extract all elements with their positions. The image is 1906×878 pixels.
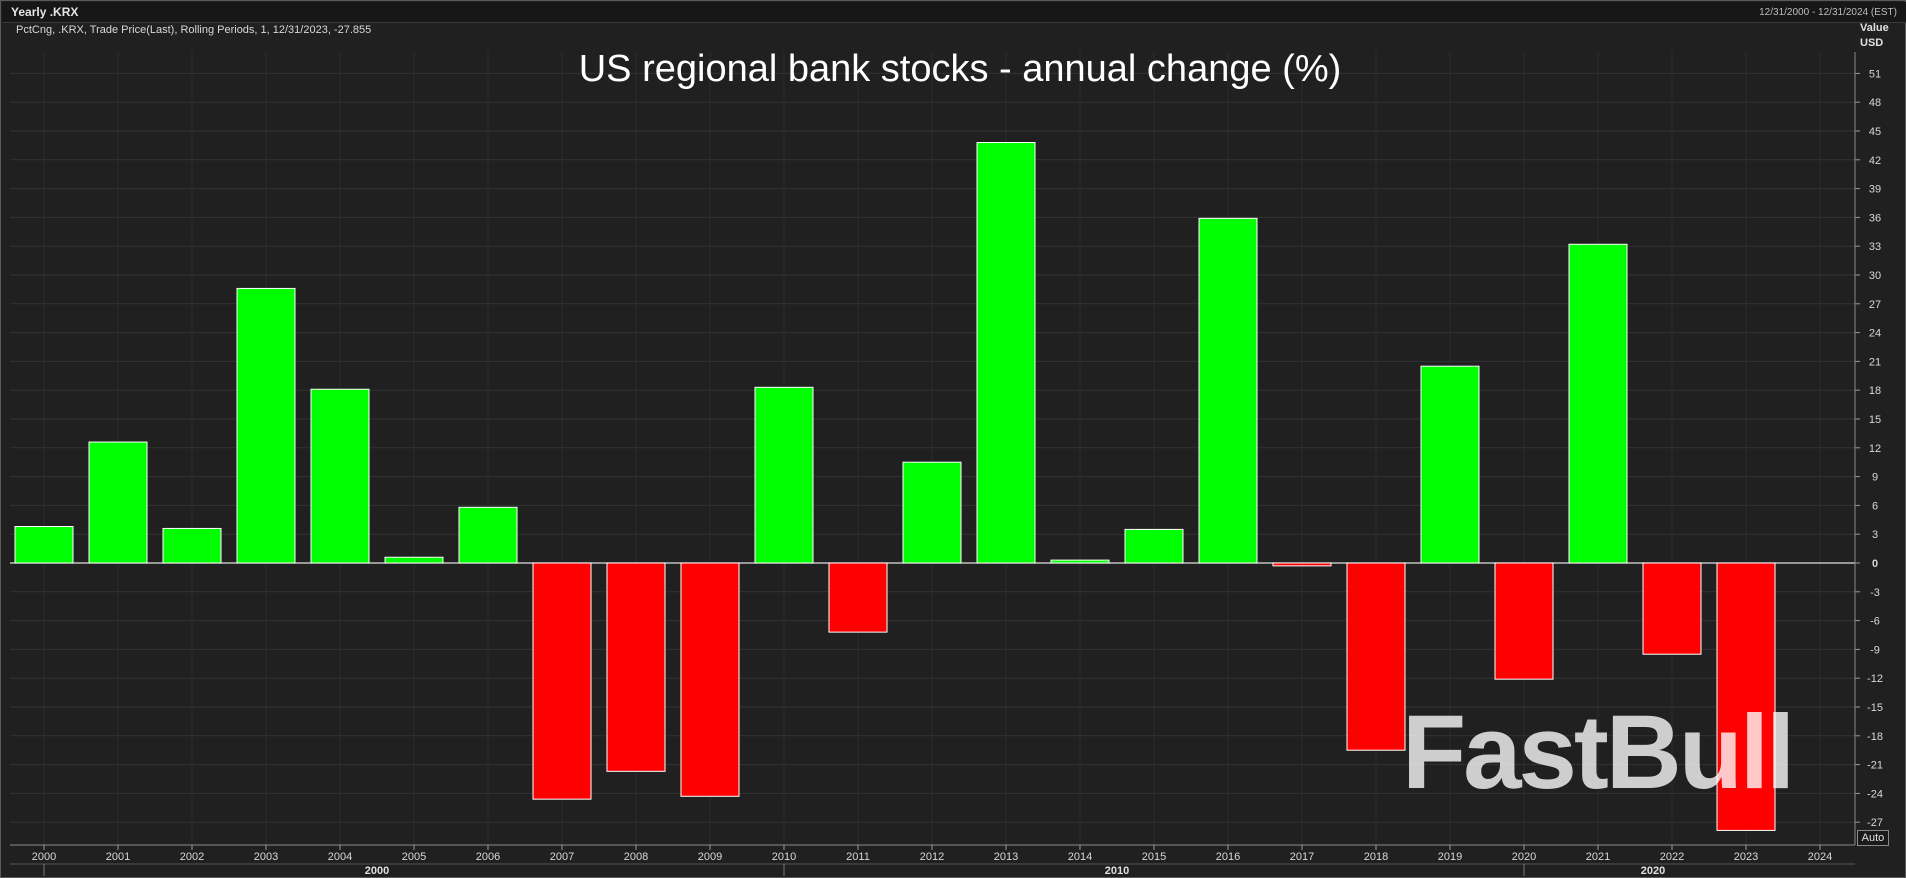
x-tick-label: 2017 xyxy=(1290,851,1314,863)
y-tick-label: -9 xyxy=(1870,644,1880,656)
date-range: 12/31/2000 - 12/31/2024 (EST) xyxy=(1759,7,1897,18)
y-tick-label: 3 xyxy=(1872,529,1878,541)
x-tick-label: 2008 xyxy=(624,851,648,863)
y-tick-label: 6 xyxy=(1872,500,1878,512)
y-tick-label: -21 xyxy=(1867,760,1883,772)
bar-2016 xyxy=(1198,217,1258,564)
y-axis-currency: USD xyxy=(1860,37,1884,49)
bar-2000 xyxy=(14,526,74,564)
x-tick-label: 2002 xyxy=(180,851,204,863)
bar-2017 xyxy=(1272,562,1332,567)
y-tick-label: -15 xyxy=(1867,702,1883,714)
y-tick-label: 12 xyxy=(1869,443,1881,455)
x-tick-label: 2021 xyxy=(1586,851,1610,863)
bar-2006 xyxy=(458,506,518,564)
y-tick-label: 45 xyxy=(1869,126,1881,138)
bar-2015 xyxy=(1124,528,1184,564)
x-tick-label: 2016 xyxy=(1216,851,1240,863)
x-tick-label: 2006 xyxy=(476,851,500,863)
y-axis-label: Value xyxy=(1860,22,1889,34)
bar-2002 xyxy=(162,527,222,564)
y-tick-label: -24 xyxy=(1867,788,1883,800)
bar-2014 xyxy=(1050,559,1110,564)
x-tick-label: 2011 xyxy=(846,851,870,863)
x-tick-label: 2005 xyxy=(402,851,426,863)
bar-2010 xyxy=(754,386,814,564)
x-tick-label: 2023 xyxy=(1734,851,1758,863)
y-tick-label: 21 xyxy=(1869,356,1881,368)
x-tick-label: 2007 xyxy=(550,851,574,863)
series-description: PctCng, .KRX, Trade Price(Last), Rolling… xyxy=(16,24,372,36)
x-tick-label: 2020 xyxy=(1512,851,1536,863)
y-tick-label: 36 xyxy=(1869,212,1881,224)
bar-2005 xyxy=(384,556,444,564)
y-tick-label: 42 xyxy=(1869,155,1881,167)
bar-2009 xyxy=(680,562,740,797)
bar-2022 xyxy=(1642,562,1702,655)
bar-2013 xyxy=(976,142,1036,564)
instrument-title: Yearly .KRX xyxy=(11,5,79,19)
y-tick-label: 48 xyxy=(1869,97,1881,109)
chart-title: US regional bank stocks - annual change … xyxy=(578,48,1342,90)
x-tick-label: 2018 xyxy=(1364,851,1388,863)
x-tick-label: 2009 xyxy=(698,851,722,863)
y-tick-label: 15 xyxy=(1869,414,1881,426)
bar-2021 xyxy=(1568,243,1628,564)
y-tick-label: 51 xyxy=(1869,68,1881,80)
x-tick-label: 2003 xyxy=(254,851,278,863)
bar-2023 xyxy=(1716,562,1776,831)
bar-2018 xyxy=(1346,562,1406,751)
x-tick-label: 2004 xyxy=(328,851,352,863)
bar-2004 xyxy=(310,388,370,564)
y-tick-label: -6 xyxy=(1870,616,1880,628)
x-tick-label: 2013 xyxy=(994,851,1018,863)
x-tick-label: 2022 xyxy=(1660,851,1684,863)
decade-label: 2010 xyxy=(1105,865,1129,877)
bar-2012 xyxy=(902,461,962,564)
bar-2011 xyxy=(828,562,888,633)
y-tick-label: -12 xyxy=(1867,673,1883,685)
x-tick-label: 2000 xyxy=(32,851,56,863)
bar-2003 xyxy=(236,287,296,564)
bar-2020 xyxy=(1494,562,1554,680)
y-tick-label: 27 xyxy=(1869,299,1881,311)
x-tick-label: 2015 xyxy=(1142,851,1166,863)
chart-header-bar: Yearly .KRX 12/31/2000 - 12/31/2024 (EST… xyxy=(2,2,1906,23)
decade-label: 2020 xyxy=(1641,865,1665,877)
y-tick-label: 30 xyxy=(1869,270,1881,282)
y-tick-label: 18 xyxy=(1869,385,1881,397)
y-tick-label: 39 xyxy=(1869,184,1881,196)
y-tick-label: -18 xyxy=(1867,731,1883,743)
bar-2007 xyxy=(532,562,592,800)
x-tick-label: 2012 xyxy=(920,851,944,863)
auto-scale-button[interactable]: Auto xyxy=(1857,830,1889,846)
x-tick-label: 2019 xyxy=(1438,851,1462,863)
y-tick-label: -3 xyxy=(1870,587,1880,599)
fastbull-watermark-logo: FastBull xyxy=(1402,694,1795,811)
y-tick-label: -27 xyxy=(1867,817,1883,829)
y-tick-label: 0 xyxy=(1872,558,1878,570)
bar-2019 xyxy=(1420,365,1480,564)
y-tick-label: 24 xyxy=(1869,328,1881,340)
x-tick-label: 2014 xyxy=(1068,851,1092,863)
x-tick-label: 2001 xyxy=(106,851,130,863)
y-tick-label: 33 xyxy=(1869,241,1881,253)
x-tick-label: 2010 xyxy=(772,851,796,863)
bar-2001 xyxy=(88,441,148,564)
y-tick-label: 9 xyxy=(1872,472,1878,484)
x-tick-label: 2024 xyxy=(1808,851,1832,863)
bar-2008 xyxy=(606,562,666,772)
decade-label: 2000 xyxy=(365,865,389,877)
